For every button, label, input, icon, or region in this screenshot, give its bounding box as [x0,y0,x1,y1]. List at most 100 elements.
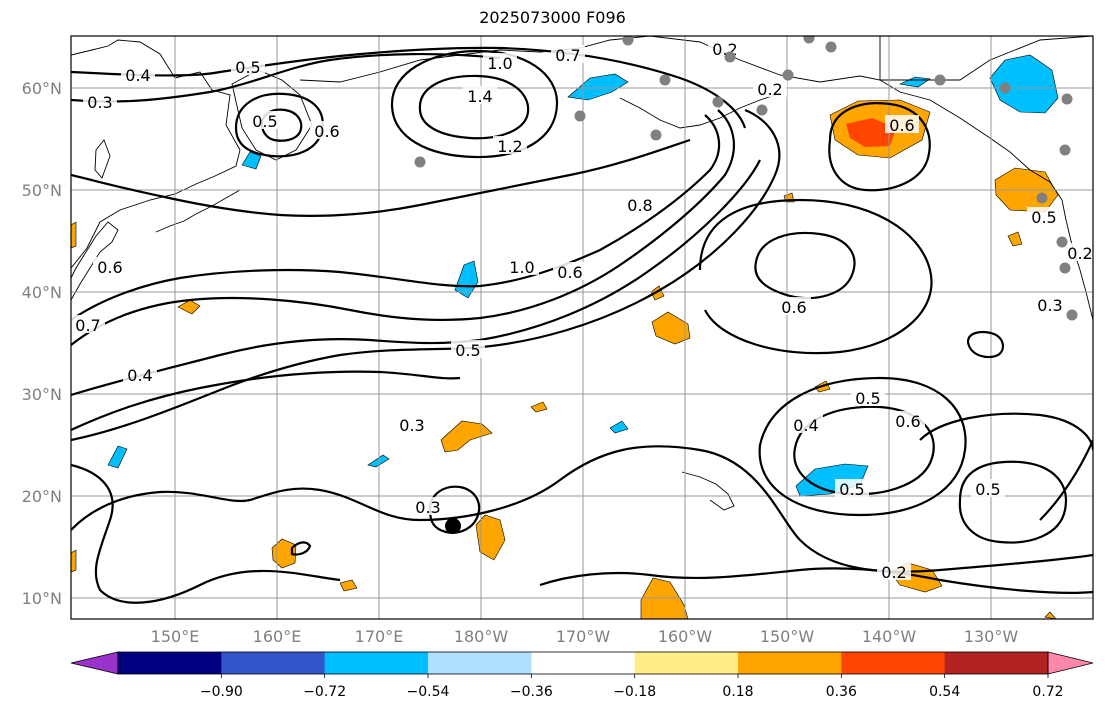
contour-label-bg [411,497,445,515]
contour-label-bg [310,121,344,139]
station-dot [724,51,736,63]
contour-line [290,541,312,556]
longitude-labels: 150°E 160°E 170°E 180°W 170°W 160°W 150°W 140°W… [151,627,1019,646]
coastline-canada [879,36,1093,81]
station-dot [934,74,946,86]
station-dot [650,129,662,141]
contour-line [698,198,933,355]
pos-anomaly-patch [475,514,506,561]
contour-label-bg [623,195,657,213]
contour-line [539,567,1093,594]
contour-label-bg [777,297,811,315]
colorbar-segment [221,652,326,674]
station-dot [999,82,1011,94]
station-dot [756,104,768,116]
contour-label-bg [505,257,539,275]
contour-line [71,46,747,129]
lat-label: 10°N [22,589,62,608]
contour-label: 0.5 [839,480,864,499]
coastline-japan [71,221,119,301]
station-dot [825,41,837,53]
contour-label-bg [708,39,742,57]
contour-label-bg [93,257,127,275]
colorbar-extend-min [70,651,119,675]
contour-label-bg [553,262,587,280]
station-dot [1059,262,1071,274]
lon-label: 130°W [964,627,1019,646]
contour-line [418,74,530,140]
station-dot [712,96,724,108]
coastline-kuril-islands [155,189,241,233]
contour-line [958,460,1067,544]
station-dot [574,110,586,122]
lon-label: 180°W [454,627,509,646]
lat-label: 20°N [22,487,62,506]
contour-label-bg [463,86,497,104]
contour-label-bg [891,411,925,429]
pos-anomaly-patch [846,118,896,147]
pos-anomaly-patch [339,579,358,592]
contour-line [71,159,761,397]
contour-label: 0.8 [627,196,652,215]
contour-line [919,412,1093,451]
contour-label: 0.6 [889,116,914,135]
contour-label: 0.2 [1067,244,1092,263]
pos-anomaly-patch [177,299,201,315]
contour-label: 0.3 [1037,296,1062,315]
lon-label: 150°W [760,627,815,646]
lon-label: 160°W [658,627,713,646]
contour-label-bg [493,136,527,154]
contour-line [828,102,931,192]
contour-label: 0.3 [399,416,424,435]
station-dot [414,156,426,168]
contour-label-bg [877,562,911,580]
contour-line [428,485,481,534]
contour-line [260,108,303,142]
station-dot [1036,192,1048,204]
colorbar-segment [324,652,429,674]
contour-label: 0.3 [415,498,440,517]
lon-label: 150°E [151,627,200,646]
neg-anomaly-patch [989,54,1059,114]
coastline-aleutians [619,93,779,129]
neg-anomaly-patch [898,76,931,88]
neg-anomaly-patch [609,420,629,434]
colorbar-segment [118,652,222,674]
contour-label-bg [753,79,787,97]
contour-label-bg [1027,207,1061,225]
colorbar-label: −0.72 [303,684,346,700]
lon-label: 170°W [556,627,611,646]
contour-label: 1.2 [497,137,522,156]
neg-anomaly-patch [107,445,128,469]
contour-label: 0.5 [235,58,260,77]
map-frame [70,35,1094,620]
coastlines [71,36,1093,511]
pos-anomaly-patch [71,549,77,573]
station-dot [622,36,634,46]
colorbar-label: 0.36 [826,684,857,700]
contour-label: 0.5 [975,480,1000,499]
colorbar: −0.90 −0.72 −0.54 −0.36 −0.18 0.18 0.36 0.54 0.7… [70,651,1094,700]
station-dot [782,69,794,81]
contour-label: 0.6 [781,298,806,317]
contour-label-bg [1033,295,1067,313]
station-dot [1061,93,1073,105]
colorbar-frame [117,651,1049,675]
contour-label: 0.4 [125,66,150,85]
contour-label: 0.2 [881,563,906,582]
colorbar-segment [428,652,532,674]
lat-label: 60°N [22,79,62,98]
contour-line [71,114,721,321]
coastline-asia [71,39,241,269]
colorbar-extend-max [1047,651,1094,675]
colorbar-segment [531,652,636,674]
lat-label: 40°N [22,283,62,302]
contour-label: 0.5 [855,389,880,408]
contour-line [71,109,735,346]
neg-anomaly-patch [454,260,479,299]
contour-label: 0.5 [252,112,277,131]
storm-center-marker [445,518,461,534]
contour-label-bg [851,388,885,406]
pos-anomaly-patch [530,401,548,413]
contour-label: 0.6 [895,412,920,431]
